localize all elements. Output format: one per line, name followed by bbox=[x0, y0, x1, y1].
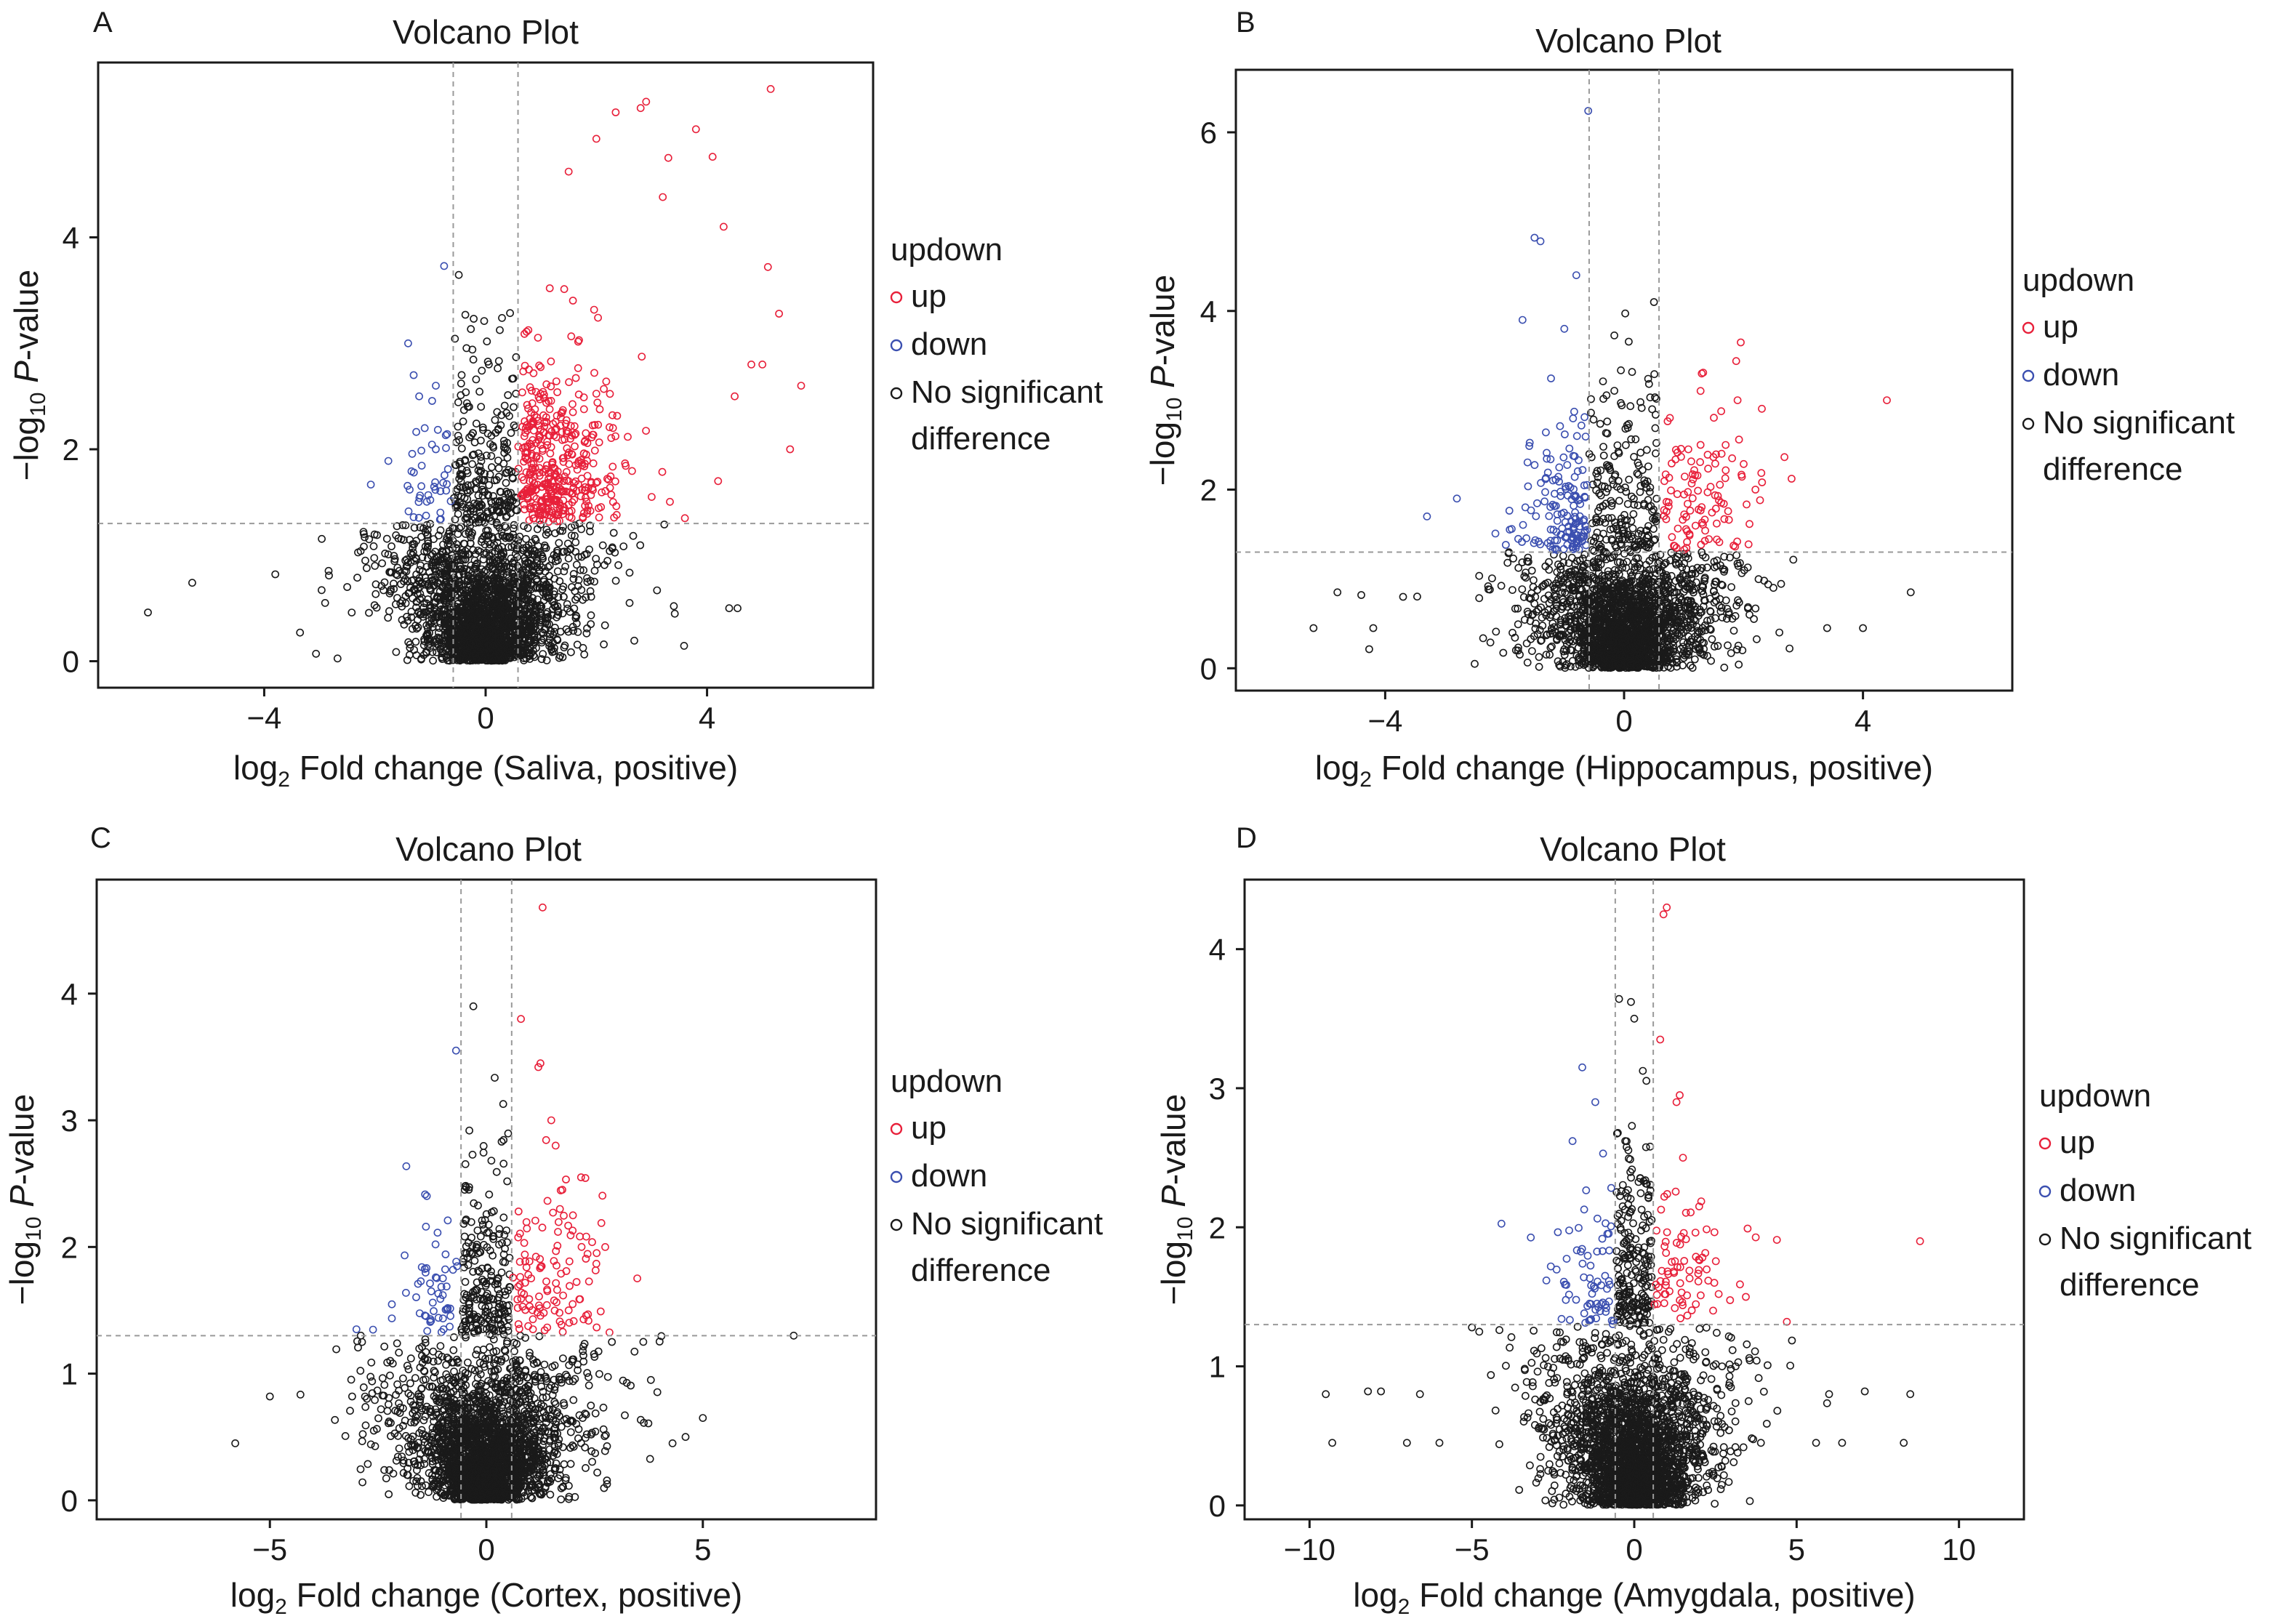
nosig-point bbox=[600, 621, 609, 630]
nosig-point bbox=[520, 522, 528, 530]
nosig-point bbox=[370, 601, 379, 609]
chart-title-b: Volcano Plot bbox=[1535, 22, 1721, 60]
nosig-point bbox=[550, 587, 558, 595]
nosig-point bbox=[586, 521, 594, 530]
x-tick-label: 0 bbox=[477, 701, 494, 735]
nosig-point bbox=[469, 546, 478, 555]
nosig-point bbox=[564, 554, 573, 563]
y-axis-label: −log10 P-value bbox=[7, 270, 50, 481]
nosig-point bbox=[417, 655, 425, 664]
legend-title: updown bbox=[891, 232, 1003, 268]
nosig-point bbox=[371, 590, 380, 598]
scatter-points-a bbox=[98, 63, 873, 688]
nosig-point bbox=[629, 531, 638, 540]
nosig-point bbox=[660, 520, 669, 528]
nosig-point bbox=[636, 541, 645, 550]
x-axis-label: log2 Fold change (Saliva, positive) bbox=[233, 749, 738, 792]
nosig-point bbox=[373, 531, 381, 539]
y-tick-label: 0 bbox=[63, 645, 79, 679]
legend-label-up: up bbox=[911, 278, 947, 314]
nosig-point bbox=[670, 609, 679, 618]
nosig-point bbox=[542, 531, 550, 539]
y-tick-label: 2 bbox=[63, 433, 79, 467]
nosig-point bbox=[586, 587, 595, 595]
x-tick-label: −4 bbox=[246, 701, 281, 735]
panel-label-a: A bbox=[93, 7, 113, 39]
legend-label-nosig: difference bbox=[911, 421, 1050, 457]
nosig-point bbox=[533, 525, 542, 534]
nosig-point bbox=[360, 542, 368, 551]
panel-label-b: B bbox=[1236, 7, 1256, 39]
nosig-point bbox=[547, 555, 556, 563]
nosig-point bbox=[572, 560, 581, 569]
legend-label-nosig: No significant bbox=[911, 374, 1103, 410]
nosig-point bbox=[378, 559, 386, 568]
nosig-point bbox=[574, 628, 582, 636]
nosig-point bbox=[542, 656, 551, 664]
nosig-point bbox=[500, 522, 509, 530]
y-tick-label: 4 bbox=[63, 221, 79, 255]
nosig-point bbox=[382, 534, 391, 543]
nosig-point bbox=[619, 542, 628, 550]
nosig-point bbox=[494, 533, 502, 542]
nosig-point bbox=[630, 636, 638, 645]
nosig-point bbox=[480, 550, 489, 559]
legend-label-down: down bbox=[911, 326, 987, 362]
nosig-point bbox=[392, 648, 401, 656]
nosig-point bbox=[586, 527, 594, 536]
nosig-point bbox=[653, 586, 662, 595]
nosig-point bbox=[371, 580, 380, 589]
nosig-point bbox=[401, 521, 410, 529]
nosig-point bbox=[561, 563, 569, 571]
nosig-point bbox=[365, 535, 374, 544]
nosig-point bbox=[550, 601, 558, 610]
chart-title-a: Volcano Plot bbox=[393, 13, 579, 51]
nosig-point bbox=[333, 654, 342, 663]
nosig-point bbox=[579, 566, 588, 574]
x-tick-label: 4 bbox=[699, 701, 715, 735]
panel-a: A Volcano Plot −4 0 4 log2 Fold change (Sal… bbox=[7, 7, 1103, 792]
nosig-point bbox=[435, 531, 443, 540]
